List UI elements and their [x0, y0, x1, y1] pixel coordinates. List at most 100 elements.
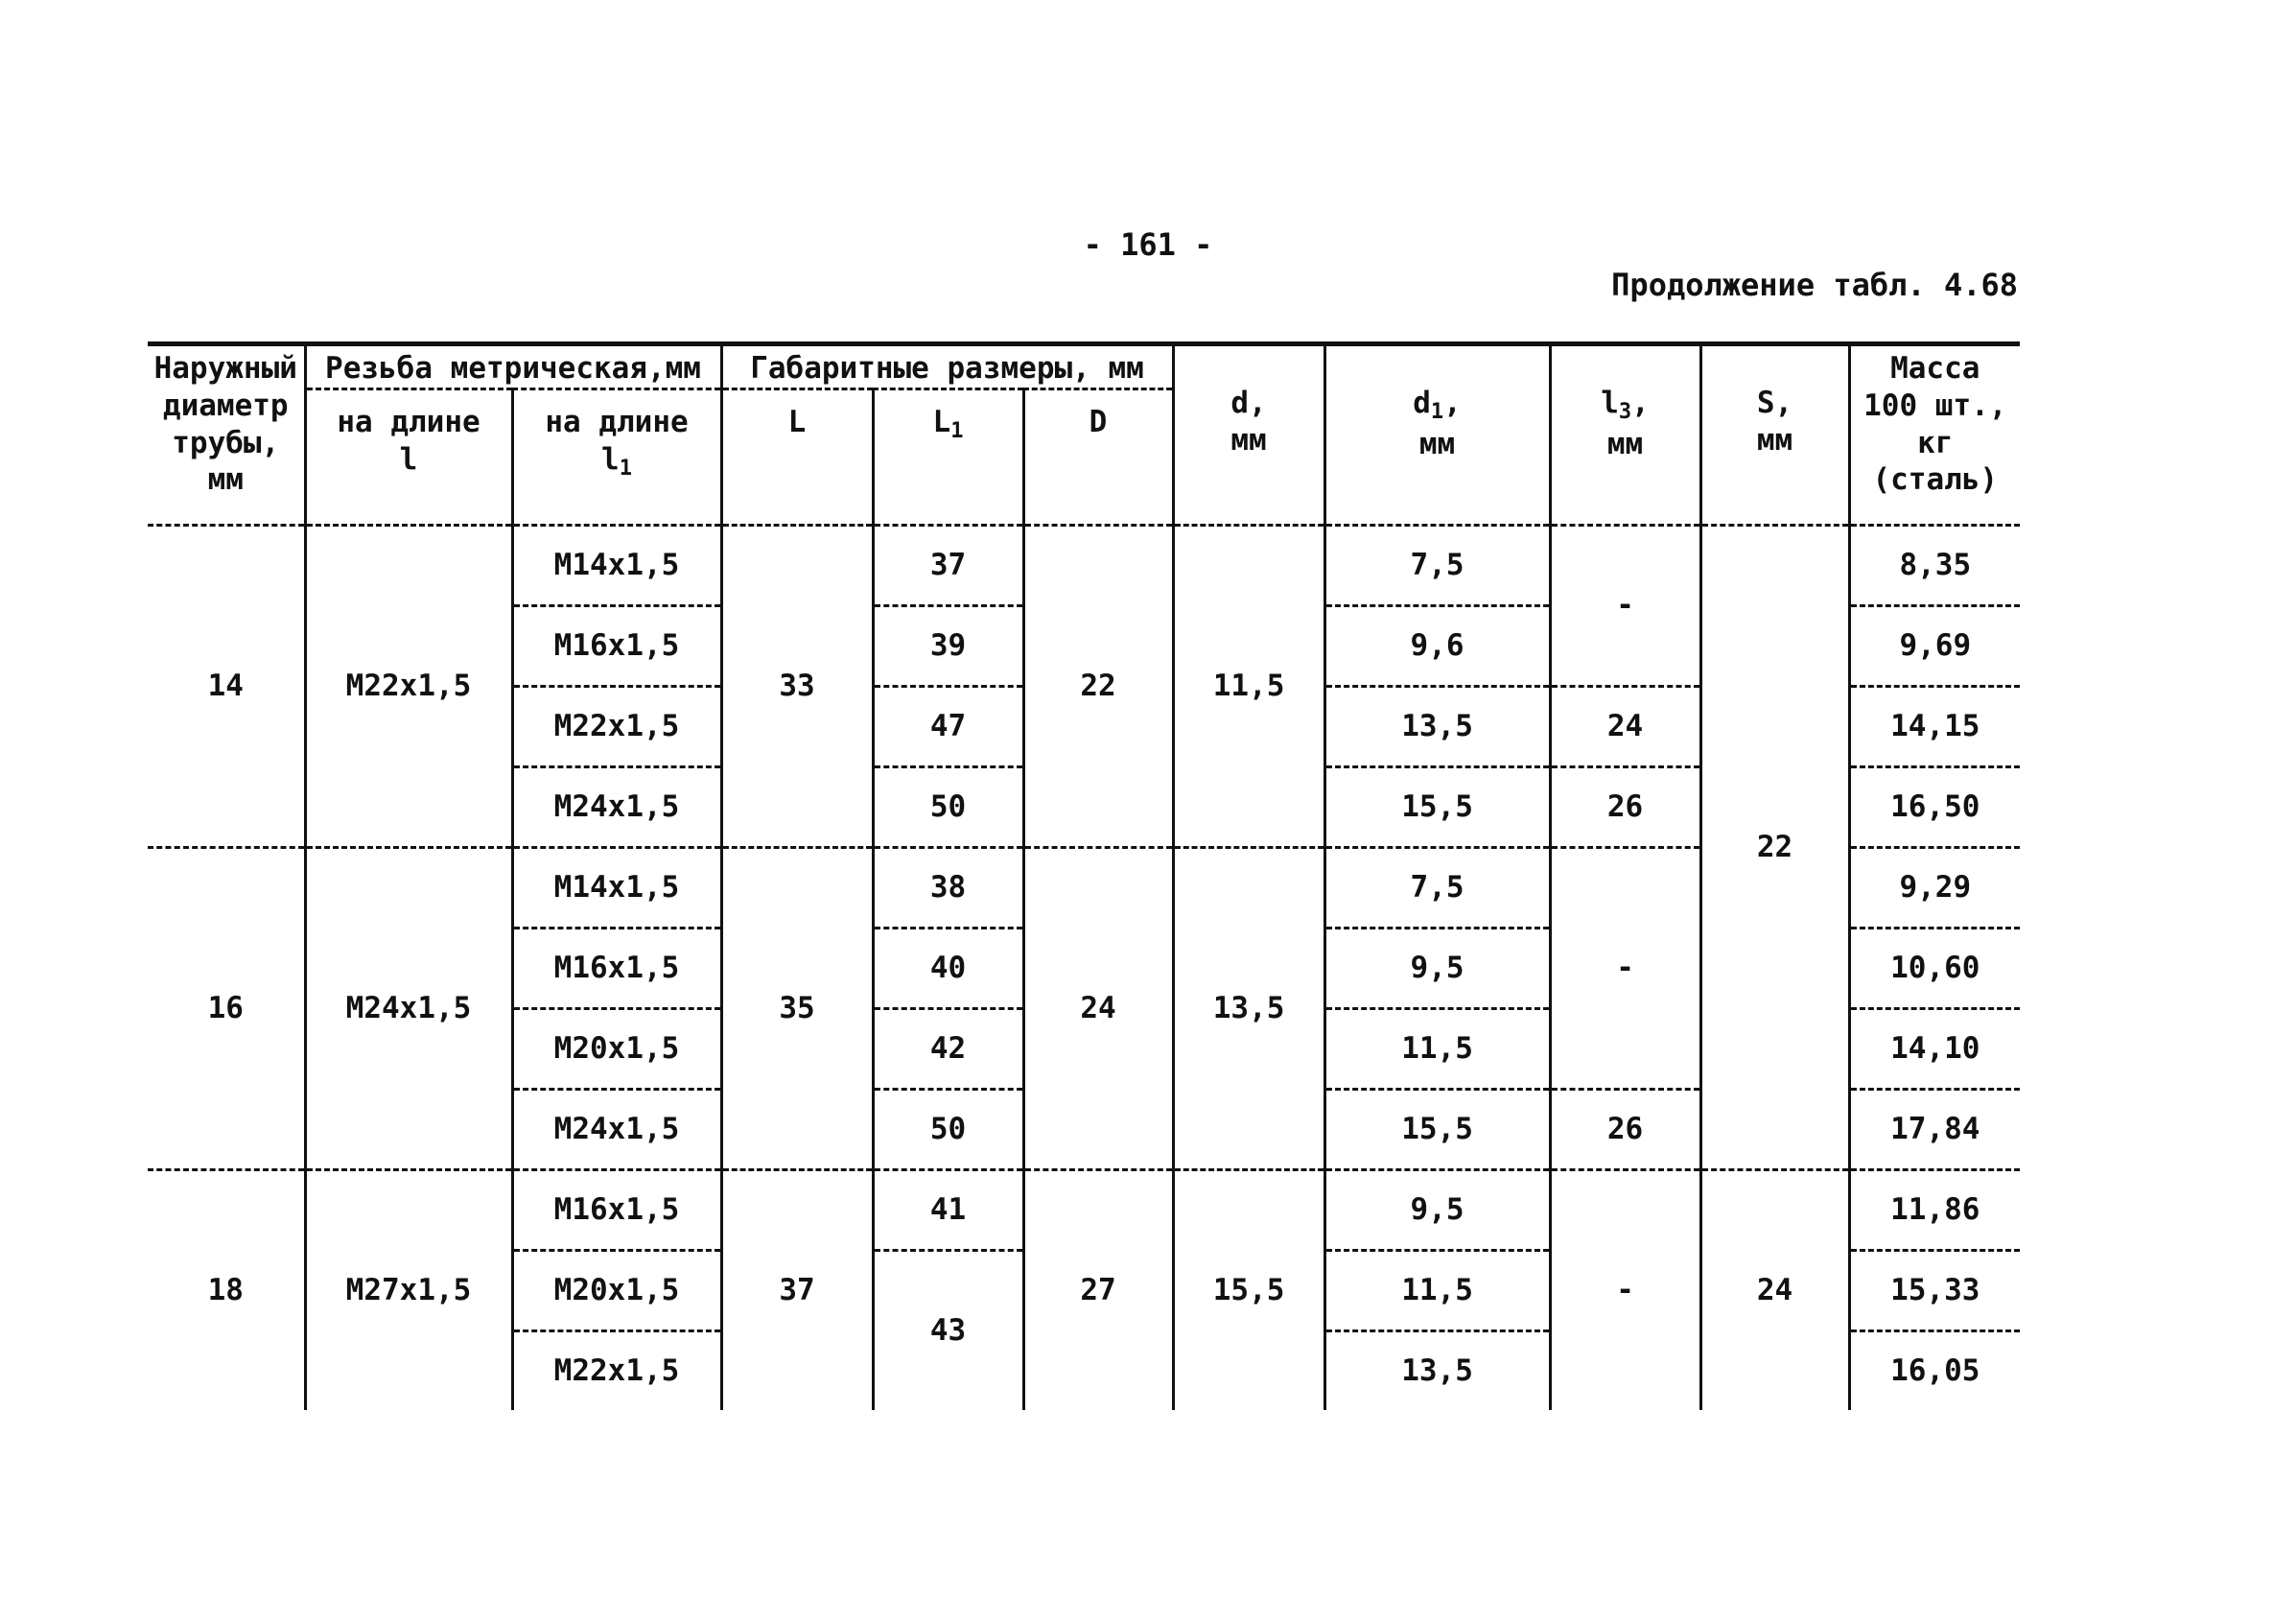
- header-thread-l1: на длине l1: [510, 390, 723, 527]
- header-sub: 3: [1618, 400, 1632, 424]
- cell-S: 24: [1699, 1169, 1851, 1410]
- header-thread-l: на длине l: [303, 390, 514, 527]
- header-dims: Габаритные размеры, мм: [719, 343, 1175, 390]
- cell-D: 22: [1021, 525, 1175, 849]
- cell-L: 37: [719, 1169, 875, 1410]
- cell-thread-l1: M16x1,5: [510, 928, 723, 1010]
- table-row: 16 M24x1,5 M14x1,5 35 38 24 13,5 7,5 - 9…: [148, 847, 2021, 1171]
- cell-L1: 38: [871, 847, 1025, 929]
- cell-d1: 11,5: [1323, 1008, 1552, 1091]
- cell-d1: 13,5: [1323, 1330, 1552, 1410]
- cell-L1: 50: [871, 766, 1025, 849]
- header-mass: Масса 100 шт., кг (сталь): [1847, 343, 2021, 527]
- cell-outer: 16: [148, 847, 307, 1171]
- cell-L1: 41: [871, 1169, 1025, 1252]
- cell-thread-l1: M20x1,5: [510, 1250, 723, 1332]
- header-row: Наружный диаметр трубы, мм Резьба метрич…: [148, 343, 2021, 527]
- cell-L1: 40: [871, 928, 1025, 1010]
- header-text: l: [601, 442, 620, 477]
- header-l3: l3, мм: [1548, 343, 1702, 527]
- cell-mass: 14,10: [1847, 1008, 2021, 1091]
- cell-d1: 7,5: [1323, 525, 1552, 607]
- header-text: ,: [1631, 386, 1650, 420]
- header-text: d,: [1230, 386, 1267, 420]
- header-sub: 1: [1430, 400, 1444, 424]
- cell-thread-l1: M14x1,5: [510, 525, 723, 607]
- header-text: мм: [1418, 426, 1456, 461]
- table-row: M22x1,5 47 13,5 24 14,15: [148, 686, 2021, 768]
- header-thread: Резьба метрическая,мм: [303, 343, 723, 390]
- cell-L1: 37: [871, 525, 1025, 607]
- header-text: ,: [1443, 386, 1462, 420]
- cell-mass: 8,35: [1847, 525, 2021, 607]
- cell-thread-l1: M22x1,5: [510, 1330, 723, 1410]
- page-number: - 161 -: [1083, 226, 1213, 263]
- cell-d: 15,5: [1171, 1169, 1326, 1410]
- header-text: S,: [1756, 386, 1793, 420]
- table-row: M20x1,5 43 11,5 15,33: [148, 1250, 2021, 1410]
- cell-mass: 9,69: [1847, 605, 2021, 688]
- cell-L1: 47: [871, 686, 1025, 768]
- cell-mass: 9,29: [1847, 847, 2021, 929]
- cell-L1: 50: [871, 1089, 1025, 1171]
- header-text: диаметр: [162, 388, 289, 423]
- cell-mass: 17,84: [1847, 1089, 2021, 1171]
- cell-outer: 18: [148, 1169, 307, 1410]
- cell-L1: 39: [871, 605, 1025, 688]
- header-row: на длине l на длине l1 L L1 D: [148, 390, 2020, 527]
- header-L1: L1: [871, 390, 1025, 527]
- cell-d1: 15,5: [1323, 766, 1552, 849]
- cell-mass: 14,15: [1847, 686, 2021, 768]
- cell-L: 33: [719, 525, 875, 849]
- table-row: M24x1,5 50 15,5 26 16,50: [148, 766, 2021, 849]
- table-row: M24x1,5 50 15,5 26 17,84: [148, 1089, 2021, 1171]
- cell-thread-l1: M24x1,5: [510, 766, 723, 849]
- cell-thread-l1: M16x1,5: [510, 605, 723, 688]
- cell-l3: -: [1548, 847, 1702, 1091]
- cell-L: 35: [719, 847, 875, 1171]
- header-text: на длине: [545, 405, 689, 440]
- table-row: M16x1,5 40 9,5 10,60: [148, 928, 2021, 1010]
- cell-thread-l: M22x1,5: [303, 525, 514, 849]
- header-sub: 1: [619, 457, 632, 481]
- table-row: 18 M27x1,5 M16x1,5 37 41 27 15,5 9,5 - 2…: [148, 1169, 2021, 1410]
- cell-thread-l1: M16x1,5: [510, 1169, 723, 1252]
- header-d: d, мм: [1171, 343, 1326, 527]
- cell-d1: 7,5: [1323, 847, 1552, 929]
- header-text: кг: [1917, 425, 1954, 460]
- header-text: мм: [1606, 426, 1644, 461]
- cell-mass: 11,86: [1847, 1169, 2021, 1252]
- cell-d1: 9,6: [1323, 605, 1552, 688]
- cell-d1: 15,5: [1323, 1089, 1552, 1171]
- header-text: 100 шт.,: [1863, 388, 2007, 423]
- cell-d1: 9,5: [1323, 1169, 1552, 1252]
- cell-l3: -: [1548, 525, 1702, 688]
- cell-mass: 16,50: [1847, 766, 2021, 849]
- cell-L1: 42: [871, 1008, 1025, 1091]
- header-text: (сталь): [1872, 462, 1999, 498]
- cell-l3: 26: [1548, 1089, 1702, 1171]
- cell-L1: 43: [871, 1250, 1025, 1410]
- cell-thread-l: M27x1,5: [303, 1169, 514, 1410]
- cell-d1: 11,5: [1323, 1250, 1552, 1332]
- table-row: 14 M22x1,5 M14x1,5 33 37 22 11,5 7,5 - 2…: [148, 525, 2021, 1171]
- cell-outer: 14: [148, 525, 307, 849]
- cell-d: 11,5: [1171, 525, 1326, 849]
- header-d1: d1, мм: [1323, 343, 1552, 527]
- header-outer-diameter: Наружный диаметр трубы, мм: [148, 343, 307, 527]
- cell-thread-l: M24x1,5: [303, 847, 514, 1171]
- header-text: на длине: [337, 405, 480, 440]
- header-text: Наружный: [153, 351, 297, 386]
- cell-thread-l1: M24x1,5: [510, 1089, 723, 1171]
- header-S: S, мм: [1699, 343, 1851, 527]
- header-text: мм: [1756, 422, 1793, 458]
- header-text: l: [399, 442, 418, 477]
- cell-thread-l1: M22x1,5: [510, 686, 723, 768]
- cell-mass: 15,33: [1847, 1250, 2021, 1332]
- cell-mass: 16,05: [1847, 1330, 2021, 1410]
- header-text: мм: [1230, 422, 1267, 458]
- cell-d: 13,5: [1171, 847, 1326, 1171]
- table-row: M22x1,5 13,5 16,05: [148, 1330, 2021, 1410]
- header-text: l: [1601, 386, 1619, 420]
- cell-D: 27: [1021, 1169, 1175, 1410]
